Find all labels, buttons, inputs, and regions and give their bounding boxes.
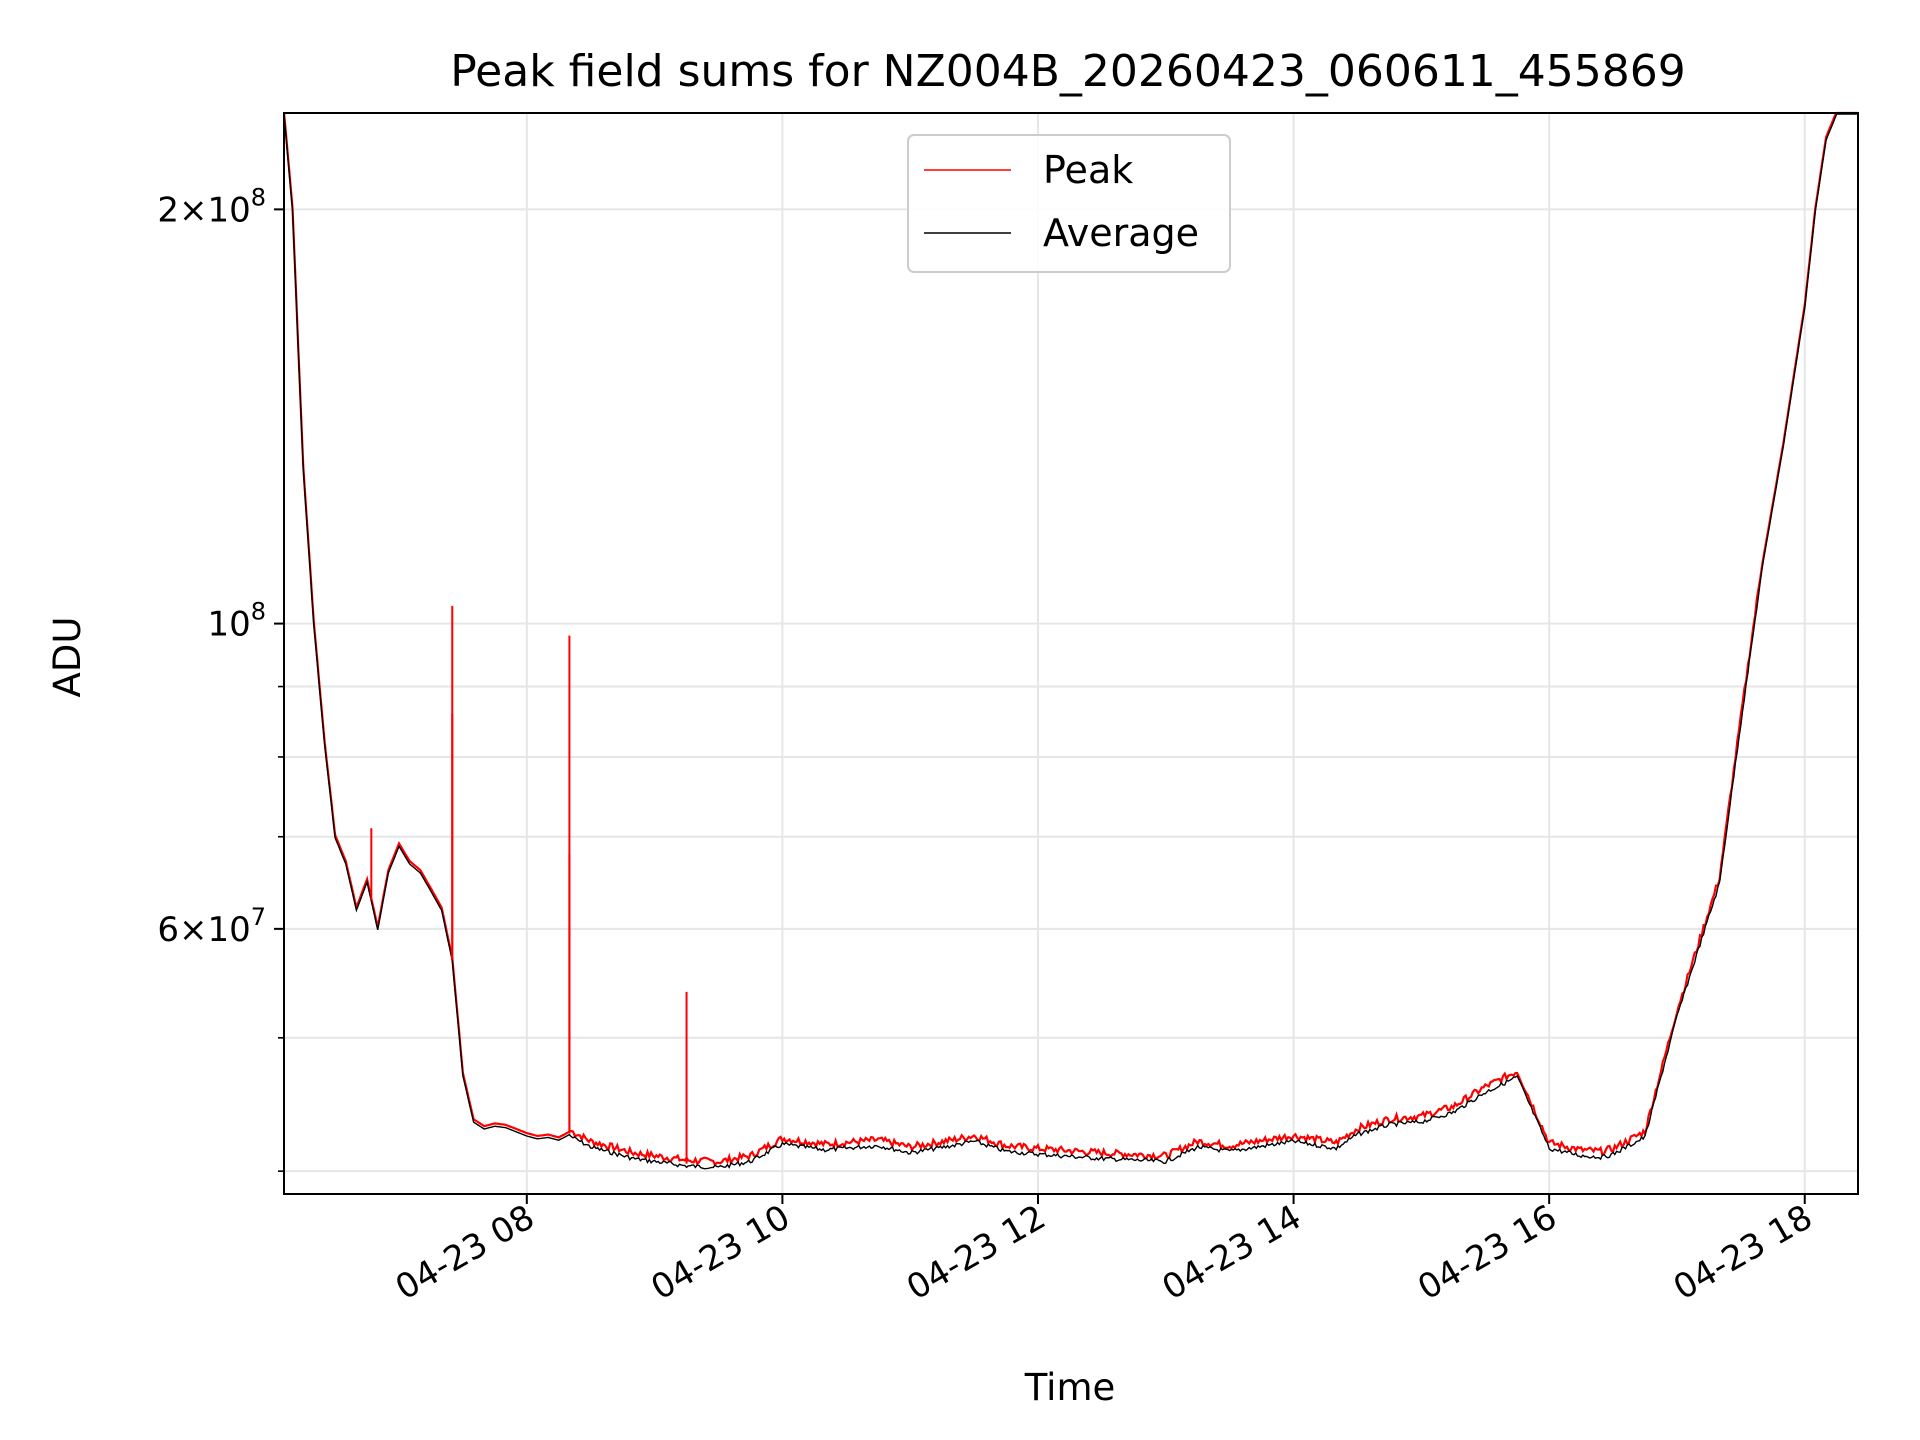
chart-title: Peak field sums for NZ004B_20260423_0606… bbox=[450, 46, 1686, 97]
y-tick-label: 2×108 bbox=[157, 183, 266, 230]
y-axis-label: ADU bbox=[46, 617, 89, 698]
y-tick-exponent: 8 bbox=[251, 183, 266, 211]
y-tick-label: 108 bbox=[207, 598, 266, 645]
y-tick-exponent: 8 bbox=[251, 598, 266, 626]
legend-label-peak: Peak bbox=[1043, 148, 1133, 192]
x-axis-label: Time bbox=[1024, 1366, 1116, 1409]
legend: Peak Average bbox=[907, 134, 1231, 273]
y-tick-label: 6×107 bbox=[157, 903, 266, 950]
y-tick-exponent: 7 bbox=[251, 903, 266, 931]
legend-label-average: Average bbox=[1043, 211, 1199, 255]
series-line-average bbox=[283, 112, 1859, 1170]
plot-frame bbox=[283, 112, 1859, 1195]
series-line-peak bbox=[282, 111, 1858, 1167]
y-tick-base: 2×10 bbox=[157, 190, 250, 230]
series-lines bbox=[282, 111, 1859, 1170]
grid-lines bbox=[284, 113, 1858, 1194]
y-tick-base: 10 bbox=[207, 605, 250, 645]
y-tick-base: 6×10 bbox=[157, 910, 250, 950]
